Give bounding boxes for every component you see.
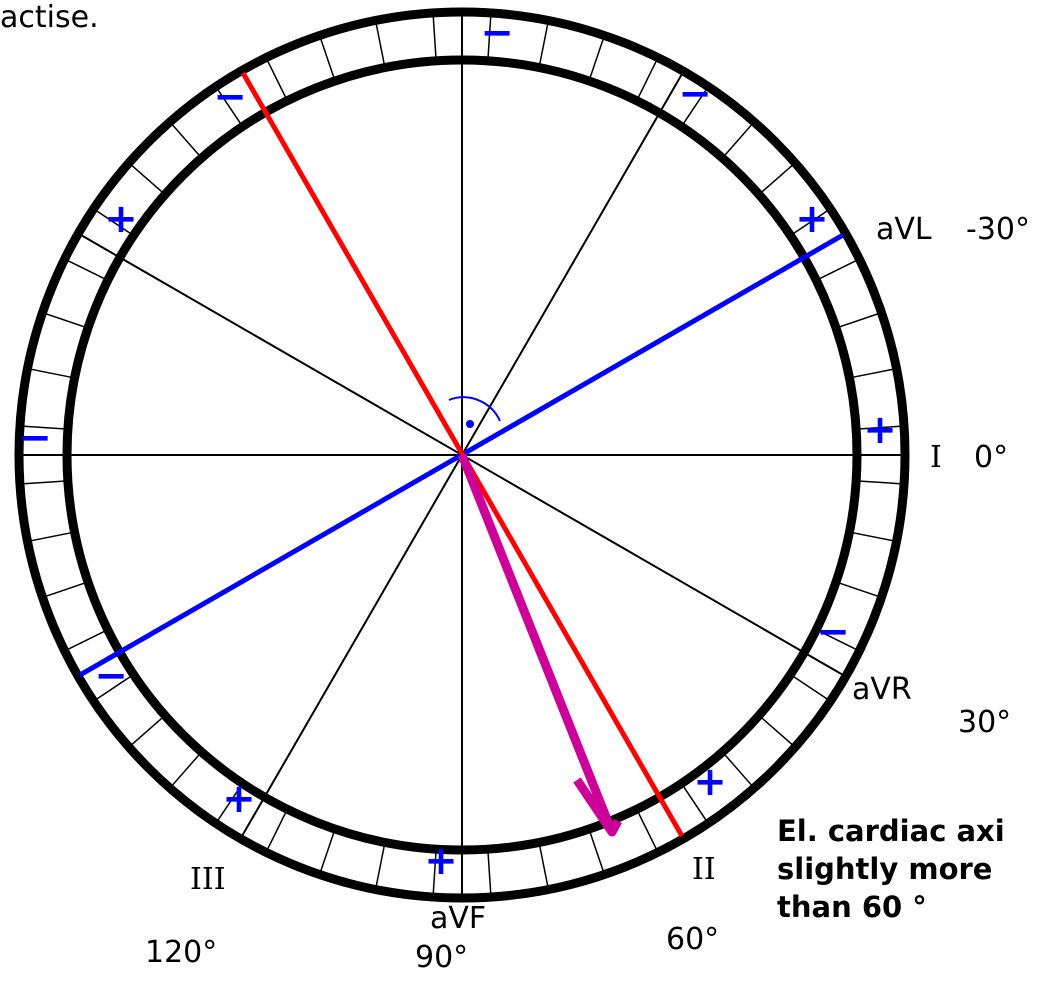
lead-label-avr: aVR: [852, 672, 912, 707]
cardiac-axis-arrowhead: [573, 777, 622, 837]
ring-tick: [169, 751, 203, 789]
minus-sign-top: −: [480, 10, 514, 56]
plus-sign-left-upper: +: [104, 196, 138, 242]
ring-tick: [374, 842, 386, 890]
ring-tick: [815, 258, 860, 281]
outer-ring: [14, 7, 910, 903]
right-angle-arc: [448, 396, 501, 422]
lead-label-iii: III: [190, 862, 226, 897]
axis-caption: El. cardiac axi slightly more than 60 °: [777, 812, 1005, 926]
lead-label-avf: aVF: [430, 901, 487, 936]
plus-sign-avl: +: [795, 196, 829, 242]
minus-sign-upper-right: −: [678, 71, 712, 117]
plus-sign-lead-i: +: [863, 407, 897, 453]
minus-sign-upper-left: −: [213, 74, 247, 120]
ring-tick: [215, 86, 244, 127]
axis-caption-line-1: El. cardiac axi: [777, 814, 1005, 848]
ring-tick: [215, 783, 244, 824]
ring-tick: [835, 581, 882, 599]
minus-sign-avr: −: [816, 609, 850, 655]
ring-tick: [19, 425, 68, 430]
ring-tick: [758, 162, 796, 196]
ring-tick: [318, 35, 336, 82]
ring-tick: [27, 531, 75, 543]
ring-tick: [64, 629, 109, 652]
perpendicular-red-line: [240, 71, 685, 838]
angle-label-avr: 30°: [958, 705, 1012, 740]
ring-tick: [849, 531, 897, 543]
ring-tick: [42, 311, 89, 329]
ring-tick: [19, 480, 68, 485]
ring-tick: [128, 162, 166, 196]
ring-tick: [849, 367, 897, 379]
ring-tick: [93, 208, 134, 237]
ring-tick: [265, 808, 288, 853]
ring-tick: [42, 581, 89, 599]
ring-tick: [835, 311, 882, 329]
ring-tick: [169, 121, 203, 159]
ring-tick: [758, 714, 796, 748]
angle-label-ii: 60°: [666, 922, 720, 957]
ring-tick: [636, 57, 659, 102]
lead-label-ii: II: [692, 852, 716, 887]
ring-tick: [815, 629, 860, 652]
ring-tick: [636, 808, 659, 853]
ring-tick: [588, 35, 606, 82]
cardiac-axis-arrow-shaft: [457, 453, 617, 834]
ring-tick: [93, 673, 134, 702]
angle-label-avl: -30°: [966, 212, 1030, 247]
ring-tick: [374, 20, 386, 68]
ring-tick: [790, 673, 831, 702]
ring-tick: [487, 12, 492, 61]
ring-tick: [432, 849, 437, 898]
angle-label-avf: 90°: [415, 940, 469, 975]
ring-tick: [588, 828, 606, 875]
plus-sign-lead-ii: +: [693, 759, 727, 805]
inner-ring: [62, 55, 862, 855]
ring-tick: [64, 258, 109, 281]
ring-tick: [432, 12, 437, 61]
ring-tick: [680, 783, 709, 824]
ring-tick: [680, 86, 709, 127]
ring-tick: [128, 714, 166, 748]
ring-tick: [721, 751, 755, 789]
ring-tick: [856, 425, 905, 430]
right-angle-dot: [466, 420, 474, 428]
ring-tick: [318, 828, 336, 875]
ring-tick: [265, 57, 288, 102]
ring-tick: [856, 480, 905, 485]
ring-tick: [538, 20, 550, 68]
ring-tick: [790, 208, 831, 237]
minus-sign-lower-left: −: [94, 653, 128, 699]
angle-label-iii: 120°: [145, 935, 218, 970]
lead-label-avl: aVL: [876, 212, 932, 247]
cardiac-axis-arrow: [457, 453, 622, 837]
axis-caption-line-2: slightly more: [777, 852, 993, 886]
ring-tick-marks: [19, 12, 905, 898]
header-partial-text: actise.: [0, 0, 99, 35]
lead-label-i: I: [930, 440, 942, 475]
plus-sign-avf: +: [424, 838, 458, 884]
ring-tick: [27, 367, 75, 379]
plus-sign-lead-iii: +: [222, 776, 256, 822]
angle-label-i: 0°: [974, 440, 1009, 475]
ring-tick: [721, 121, 755, 159]
ring-tick: [538, 842, 550, 890]
ring-tick: [487, 849, 492, 898]
minus-sign-left: −: [18, 415, 52, 461]
axis-caption-line-3: than 60 °: [777, 890, 927, 924]
